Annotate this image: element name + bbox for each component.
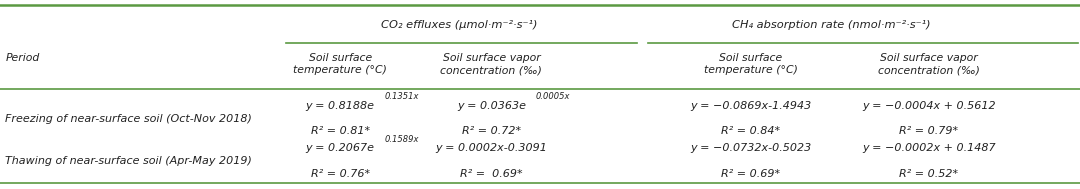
- Text: R² = 0.69*: R² = 0.69*: [721, 169, 780, 179]
- Text: Soil surface
temperature (°C): Soil surface temperature (°C): [294, 53, 387, 75]
- Text: Freezing of near-surface soil (Oct-Nov 2018): Freezing of near-surface soil (Oct-Nov 2…: [5, 114, 253, 124]
- Text: y = 0.0002x-0.3091: y = 0.0002x-0.3091: [435, 143, 548, 153]
- Text: CO₂ effluxes (μmol·m⁻²·s⁻¹): CO₂ effluxes (μmol·m⁻²·s⁻¹): [381, 20, 537, 29]
- Text: R² = 0.76*: R² = 0.76*: [311, 169, 369, 179]
- Text: Thawing of near-surface soil (Apr-May 2019): Thawing of near-surface soil (Apr-May 20…: [5, 156, 253, 166]
- Text: R² = 0.84*: R² = 0.84*: [721, 126, 780, 136]
- Text: y = 0.8188e: y = 0.8188e: [306, 101, 375, 111]
- Text: R² = 0.81*: R² = 0.81*: [311, 126, 369, 136]
- Text: y = 0.2067e: y = 0.2067e: [306, 143, 375, 153]
- Text: 0.0005x: 0.0005x: [536, 92, 570, 101]
- Text: R² = 0.52*: R² = 0.52*: [900, 169, 958, 179]
- Text: Period: Period: [5, 53, 40, 63]
- Text: 0.1351x: 0.1351x: [384, 92, 419, 101]
- Text: Soil surface
temperature (°C): Soil surface temperature (°C): [704, 53, 797, 75]
- Text: R² = 0.79*: R² = 0.79*: [900, 126, 958, 136]
- Text: y = −0.0869x-1.4943: y = −0.0869x-1.4943: [690, 101, 811, 111]
- Text: CH₄ absorption rate (nmol·m⁻²·s⁻¹): CH₄ absorption rate (nmol·m⁻²·s⁻¹): [732, 20, 931, 29]
- Text: R² =  0.69*: R² = 0.69*: [460, 169, 523, 179]
- Text: 0.1589x: 0.1589x: [384, 135, 419, 144]
- Text: Soil surface vapor
concentration (‰): Soil surface vapor concentration (‰): [441, 53, 542, 75]
- Text: y = 0.0363e: y = 0.0363e: [457, 101, 526, 111]
- Text: Soil surface vapor
concentration (‰): Soil surface vapor concentration (‰): [878, 53, 980, 75]
- Text: R² = 0.72*: R² = 0.72*: [462, 126, 521, 136]
- Text: y = −0.0004x + 0.5612: y = −0.0004x + 0.5612: [862, 101, 996, 111]
- Text: y = −0.0002x + 0.1487: y = −0.0002x + 0.1487: [862, 143, 996, 153]
- Text: y = −0.0732x-0.5023: y = −0.0732x-0.5023: [690, 143, 811, 153]
